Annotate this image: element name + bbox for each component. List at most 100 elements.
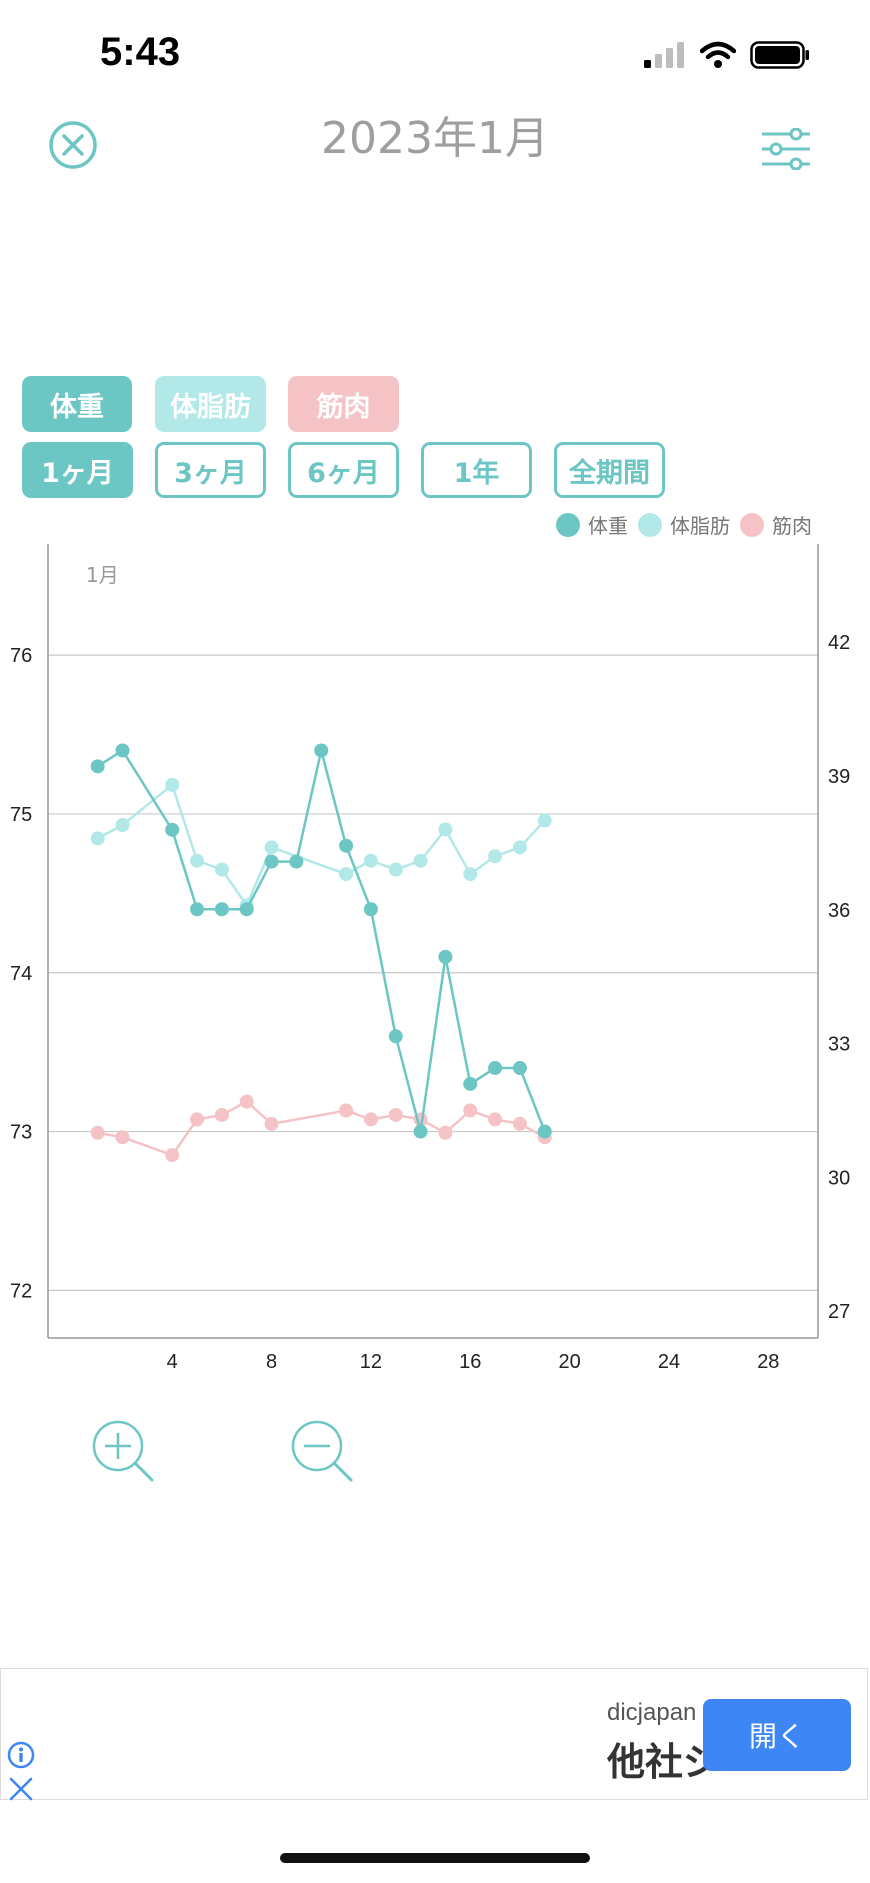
- data-point: [165, 822, 180, 837]
- series-line: [97, 1100, 546, 1157]
- data-point: [190, 853, 205, 868]
- battery-icon: [750, 41, 809, 69]
- series-line: [97, 748, 546, 1133]
- ad-banner[interactable]: dicjapan 他社ジ 開く: [0, 1668, 868, 1801]
- data-point: [264, 840, 279, 855]
- ad-title: 他社ジ: [607, 1740, 707, 1784]
- data-point: [388, 1029, 403, 1044]
- x-tick-label: 20: [558, 1351, 580, 1373]
- zoom-out-button[interactable]: [287, 1416, 367, 1496]
- legend-label: 体重: [588, 514, 628, 538]
- data-point: [512, 1061, 527, 1076]
- x-tick-label: 16: [459, 1351, 481, 1373]
- period-chip-1-year[interactable]: 1年: [421, 442, 532, 498]
- y-right-tick-label: 39: [828, 766, 850, 788]
- data-point: [339, 838, 354, 853]
- data-point: [488, 1112, 503, 1127]
- data-point: [239, 902, 254, 917]
- data-point: [239, 1094, 254, 1109]
- filter-settings-button[interactable]: [760, 128, 812, 170]
- data-point: [512, 1116, 527, 1131]
- data-point: [363, 1112, 378, 1127]
- data-point: [488, 1061, 503, 1076]
- weight-chart[interactable]: 72 73 74 75 76 27 30 33 36 39 42 4 8 12 16 20 24 28 1月: [0, 540, 870, 1380]
- close-button[interactable]: [48, 120, 98, 170]
- data-point: [190, 902, 205, 917]
- x-tick-label: 12: [360, 1351, 382, 1373]
- data-point: [264, 1116, 279, 1131]
- data-point: [339, 867, 354, 882]
- data-point: [264, 854, 279, 869]
- status-time: 5:43: [100, 30, 181, 74]
- home-indicator: [280, 1853, 590, 1863]
- period-chip-all[interactable]: 全期間: [554, 442, 665, 498]
- data-point: [438, 949, 453, 964]
- data-point: [90, 831, 105, 846]
- data-point: [115, 1130, 130, 1145]
- series-line: [97, 782, 546, 908]
- data-point: [339, 1103, 354, 1118]
- close-ad-icon[interactable]: [8, 1777, 34, 1801]
- data-point: [165, 1148, 180, 1163]
- y-left-tick-label: 76: [10, 645, 32, 667]
- zoom-in-button[interactable]: [88, 1416, 168, 1496]
- y-right-tick-label: 30: [828, 1167, 850, 1189]
- data-point: [463, 867, 478, 882]
- type-chip-muscle[interactable]: 筋肉: [288, 376, 399, 432]
- data-point: [388, 1107, 403, 1122]
- y-right-tick-label: 42: [828, 632, 850, 654]
- data-point: [214, 902, 229, 917]
- y-right-tick-label: 27: [828, 1301, 850, 1323]
- data-point: [115, 818, 130, 833]
- legend-item-weight: 体重: [556, 510, 628, 539]
- legend-item-muscle: 筋肉: [740, 510, 812, 539]
- legend-dot: [638, 512, 662, 537]
- data-point: [214, 862, 229, 877]
- type-chip-weight[interactable]: 体重: [22, 376, 132, 432]
- y-left-tick-label: 72: [10, 1280, 32, 1302]
- data-point: [512, 840, 527, 855]
- y-left-tick-label: 73: [10, 1122, 32, 1144]
- data-point: [488, 849, 503, 864]
- page-title: 2023年1月: [321, 113, 549, 164]
- legend-label: 体脂肪: [670, 514, 730, 538]
- data-point: [190, 1112, 205, 1127]
- data-point: [90, 1125, 105, 1140]
- ad-open-button[interactable]: 開く: [703, 1699, 851, 1771]
- legend-item-body-fat: 体脂肪: [638, 510, 730, 539]
- data-point: [363, 902, 378, 917]
- data-point: [413, 853, 428, 868]
- legend-dot: [740, 512, 764, 537]
- data-point: [214, 1107, 229, 1122]
- data-point: [438, 1125, 453, 1140]
- type-chip-body-fat[interactable]: 体脂肪: [155, 376, 266, 432]
- data-point: [165, 777, 180, 792]
- data-point: [363, 853, 378, 868]
- data-point: [314, 743, 329, 758]
- data-point: [438, 822, 453, 837]
- data-point: [388, 862, 403, 877]
- data-point: [463, 1076, 478, 1091]
- data-point: [90, 759, 105, 774]
- x-tick-label: 4: [167, 1351, 178, 1373]
- data-point: [413, 1124, 428, 1139]
- chart-legend: 体重 体脂肪 筋肉: [546, 510, 812, 539]
- period-chip-6-months[interactable]: 6ヶ月: [288, 442, 399, 498]
- data-point: [537, 1124, 552, 1139]
- info-icon[interactable]: [7, 1741, 35, 1769]
- status-icons: [642, 40, 810, 70]
- x-tick-label: 8: [266, 1351, 277, 1373]
- data-point: [463, 1103, 478, 1118]
- y-right-tick-label: 33: [828, 1034, 850, 1056]
- x-tick-label: 28: [757, 1351, 779, 1373]
- ad-domain: dicjapan: [607, 1699, 697, 1726]
- month-label: 1月: [86, 563, 119, 587]
- data-point: [115, 743, 130, 758]
- data-point: [289, 854, 304, 869]
- period-chip-3-months[interactable]: 3ヶ月: [155, 442, 266, 498]
- y-left-tick-label: 75: [10, 804, 32, 826]
- y-right-tick-label: 36: [828, 900, 850, 922]
- period-chip-1-month[interactable]: 1ヶ月: [22, 442, 133, 498]
- data-point: [537, 813, 552, 828]
- y-left-tick-label: 74: [10, 963, 32, 985]
